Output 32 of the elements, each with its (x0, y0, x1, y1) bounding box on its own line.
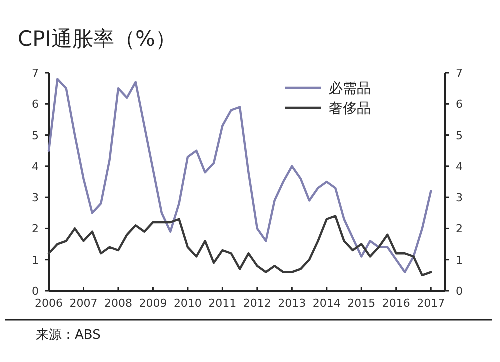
source-note: 来源：ABS (36, 328, 101, 343)
y2-tick-label: 5 (456, 129, 463, 142)
y2-tick-label: 6 (456, 98, 463, 112)
x-tick-label: 2006 (35, 297, 63, 310)
x-tick-label: 2012 (243, 297, 272, 310)
chart-title: CPI通胀率（%） (18, 27, 176, 51)
y-tick-label: 7 (32, 67, 39, 80)
x-tick-label: 2009 (139, 297, 168, 310)
y2-tick-label: 7 (456, 67, 463, 80)
x-tick-label: 2007 (70, 297, 98, 310)
x-tick-label: 2017 (417, 297, 446, 310)
y-tick-label: 1 (32, 254, 39, 267)
x-tick-label: 2015 (348, 297, 376, 310)
legend-label: 必需品 (329, 81, 371, 97)
x-tick-label: 2016 (382, 297, 410, 310)
x-tick-label: 2010 (174, 297, 202, 310)
y2-tick-label: 2 (456, 222, 463, 236)
y-tick-label: 5 (32, 129, 39, 142)
y2-tick-label: 4 (456, 160, 463, 174)
y-tick-label: 4 (32, 160, 39, 174)
y-tick-label: 2 (32, 222, 39, 236)
y2-tick-label: 1 (456, 254, 463, 267)
legend-label: 奢侈品 (329, 101, 371, 117)
y-tick-label: 3 (32, 192, 39, 205)
y-tick-label: 6 (32, 98, 39, 112)
y2-tick-label: 3 (456, 192, 463, 205)
x-tick-label: 2014 (312, 297, 341, 310)
x-tick-label: 2008 (104, 297, 132, 310)
x-tick-label: 2011 (208, 297, 237, 310)
x-tick-label: 2013 (278, 297, 306, 310)
y-tick-label: 0 (32, 285, 39, 298)
y2-tick-label: 0 (456, 285, 463, 298)
